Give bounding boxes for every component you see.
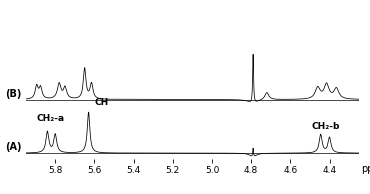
Text: CH₂-a: CH₂-a [37, 114, 65, 123]
Text: (A): (A) [6, 142, 22, 152]
Text: (B): (B) [6, 89, 22, 99]
Text: ppm: ppm [361, 164, 370, 174]
Text: CH₂-b: CH₂-b [311, 122, 339, 131]
Text: CH: CH [94, 98, 109, 107]
